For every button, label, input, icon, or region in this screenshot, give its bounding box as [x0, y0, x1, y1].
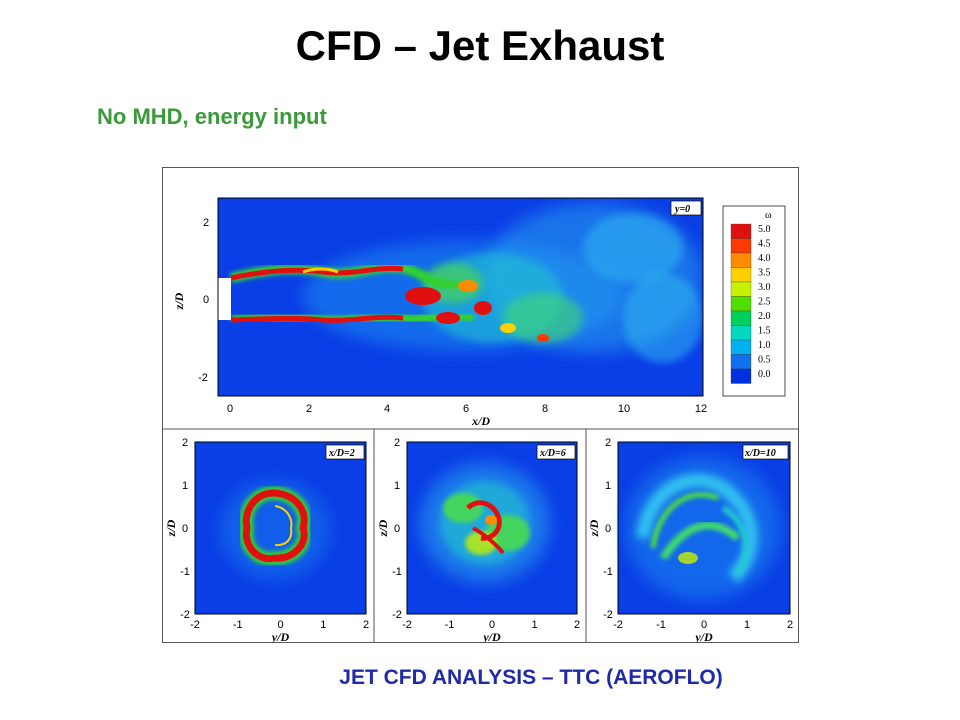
bottom-y-tick: 0 — [605, 523, 611, 535]
colorbar-level-label: 3.5 — [758, 268, 771, 279]
slice-tag-xd2: x/D=2 — [328, 448, 355, 459]
bottom-x-tick: 0 — [701, 619, 707, 631]
nozzle — [218, 278, 231, 320]
bottom-x-tick: -1 — [656, 619, 666, 631]
top-contour-plot: y=0 — [217, 197, 704, 397]
bottom-y-tick: 0 — [394, 523, 400, 535]
top-y-tick: 0 — [203, 294, 209, 306]
colorbar-level-label: 2.5 — [758, 297, 771, 308]
slice-plot-xd6: x/D=6 — [406, 441, 578, 615]
colorbar-swatch — [730, 310, 752, 326]
top-x-tick: 2 — [306, 403, 312, 415]
colorbar-swatch — [730, 368, 752, 384]
top-y-tick: -2 — [198, 372, 208, 384]
colorbar-level-label: 3.0 — [758, 282, 771, 293]
slice-tag-xd10: x/D=10 — [744, 448, 776, 459]
top-x-tick: 8 — [542, 403, 548, 415]
colorbar-symbol: ω — [765, 210, 772, 221]
slide-title: CFD – Jet Exhaust — [295, 22, 665, 69]
top-y-tick: 2 — [203, 217, 209, 229]
colorbar-swatch — [730, 238, 752, 254]
bottom-x-label: y/D — [693, 630, 713, 642]
bottom-y-tick: 2 — [394, 437, 400, 449]
colorbar-swatch — [730, 281, 752, 297]
bottom-y-tick: 1 — [605, 480, 611, 492]
slide-subtitle: No MHD, energy input — [97, 104, 327, 129]
colorbar-level-label: 0.5 — [758, 355, 771, 366]
cfd-figure-svg: y=0 0 2 4 6 8 10 12 x/D 2 0 -2 z/D ω 5.0… — [163, 197, 798, 642]
bottom-y-tick: 1 — [182, 480, 188, 492]
bottom-x-tick: 2 — [574, 619, 580, 631]
bottom-x-tick: 0 — [277, 619, 283, 631]
bottom-x-tick: -2 — [190, 619, 200, 631]
colorbar-swatch — [730, 339, 752, 355]
colorbar-level-label: 1.5 — [758, 326, 771, 337]
cfd-figure: y=0 0 2 4 6 8 10 12 x/D 2 0 -2 z/D ω 5.0… — [162, 167, 799, 643]
colorbar-level-label: 4.5 — [758, 239, 771, 250]
bottom-y-tick: -2 — [392, 609, 402, 621]
bottom-y-label: z/D — [376, 519, 390, 537]
bottom-x-tick: 2 — [363, 619, 369, 631]
colorbar-level-label: 2.0 — [758, 311, 771, 322]
bottom-y-tick: 1 — [394, 480, 400, 492]
colorbar-level-label: 0.0 — [758, 369, 771, 380]
bottom-y-tick: 2 — [605, 437, 611, 449]
colorbar: ω 5.0 4.5 4.0 3.5 3.0 2.5 2.0 1.5 1.0 0.5 0.0 — [722, 205, 786, 397]
colorbar-level-label: 1.0 — [758, 340, 771, 351]
bottom-x-tick: 1 — [320, 619, 326, 631]
bottom-x-label: y/D — [270, 630, 290, 642]
top-x-axis: 0 2 4 6 8 10 12 x/D — [227, 403, 707, 428]
bottom-y-tick: -1 — [392, 566, 402, 578]
colorbar-swatch — [730, 267, 752, 283]
bottom-x-tick: -2 — [613, 619, 623, 631]
bottom-y-tick: -1 — [603, 566, 613, 578]
top-x-tick: 4 — [384, 403, 390, 415]
top-x-tick: 10 — [618, 403, 630, 415]
bottom-x-tick: -2 — [402, 619, 412, 631]
colorbar-level-label: 4.0 — [758, 253, 771, 264]
bottom-x-tick: 1 — [744, 619, 750, 631]
slice-tag-xd6: x/D=6 — [539, 448, 566, 459]
colorbar-level-label: 5.0 — [758, 224, 771, 235]
bottom-x-tick: -1 — [445, 619, 455, 631]
top-x-tick: 0 — [227, 403, 233, 415]
top-x-label: x/D — [471, 414, 490, 428]
bottom-x-tick: 0 — [489, 619, 495, 631]
bottom-x-label: y/D — [481, 630, 501, 642]
bottom-y-tick: -2 — [180, 609, 190, 621]
slice-plot-xd10: x/D=10 — [617, 441, 791, 615]
top-y-axis: 2 0 -2 z/D — [172, 217, 209, 384]
bottom-y-tick: -2 — [603, 609, 613, 621]
bottom-y-label: z/D — [164, 519, 178, 537]
colorbar-swatch — [730, 354, 752, 370]
bottom-y-tick: 0 — [182, 523, 188, 535]
top-y-label: z/D — [172, 292, 186, 310]
colorbar-swatch — [730, 223, 752, 239]
slice-plot-xd2: x/D=2 — [194, 441, 367, 615]
colorbar-swatch — [730, 296, 752, 312]
colorbar-swatch — [730, 252, 752, 268]
top-plot-tag: y=0 — [674, 204, 690, 215]
bottom-y-label: z/D — [587, 519, 601, 537]
bottom-x-tick: -1 — [233, 619, 243, 631]
bottom-y-tick: 2 — [182, 437, 188, 449]
top-x-tick: 6 — [463, 403, 469, 415]
colorbar-swatch — [730, 325, 752, 341]
bottom-x-tick: 1 — [531, 619, 537, 631]
slide-caption: JET CFD ANALYSIS – TTC (AEROFLO) — [339, 666, 723, 689]
top-x-tick: 12 — [695, 403, 707, 415]
bottom-x-tick: 2 — [787, 619, 793, 631]
bottom-y-tick: -1 — [180, 566, 190, 578]
